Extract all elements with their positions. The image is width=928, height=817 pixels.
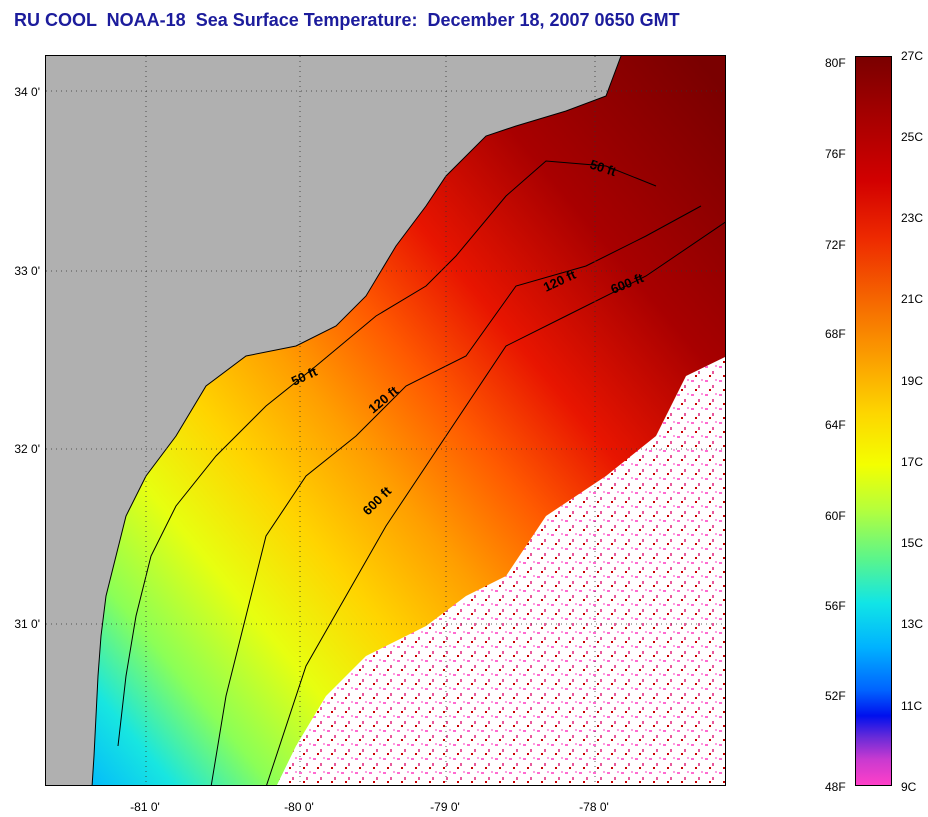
lat-tick-label: 32 0': [14, 442, 40, 456]
colorbar-c-label: 21C: [901, 292, 924, 306]
colorbar-c-label: 19C: [901, 374, 924, 388]
sst-map[interactable]: 50 ft 50 ft 120 ft 120 ft 600 ft 600 ft: [45, 55, 726, 786]
cloud-cover: [276, 356, 725, 785]
map-title: RU COOL NOAA-18 Sea Surface Temperature:…: [14, 10, 680, 30]
lat-tick-label: 31 0': [14, 617, 40, 631]
lat-tick-label: 33 0': [14, 264, 40, 278]
lon-tick-label: -78 0': [579, 800, 609, 814]
colorbar-c-label: 13C: [901, 617, 924, 631]
colorbar-c-label: 9C: [901, 780, 917, 794]
colorbar-c-label: 27C: [901, 49, 924, 63]
colorbar-c-label: 11C: [901, 699, 923, 713]
colorbar-f-label: 52F: [825, 689, 846, 703]
colorbar-f-label: 48F: [825, 780, 846, 794]
temperature-colorbar: [855, 56, 892, 786]
colorbar-f-label: 72F: [825, 238, 846, 252]
lat-tick-label: 34 0': [14, 85, 40, 99]
colorbar-f-label: 76F: [825, 147, 846, 161]
colorbar-f-label: 80F: [825, 56, 846, 70]
colorbar-c-label: 23C: [901, 211, 924, 225]
colorbar-c-label: 25C: [901, 130, 924, 144]
lon-tick-label: -81 0': [130, 800, 160, 814]
colorbar-f-label: 56F: [825, 599, 846, 613]
colorbar-c-label: 17C: [901, 455, 924, 469]
colorbar-f-label: 68F: [825, 327, 846, 341]
coastline: [91, 56, 622, 785]
lon-tick-label: -80 0': [284, 800, 314, 814]
colorbar-c-label: 15C: [901, 536, 924, 550]
graticule-grid: [46, 56, 725, 785]
contour-50ft: [117, 160, 657, 747]
colorbar-f-label: 60F: [825, 509, 846, 523]
land-mass: [46, 56, 621, 785]
contour-120ft: [210, 205, 702, 785]
lon-tick-label: -79 0': [430, 800, 460, 814]
colorbar-f-label: 64F: [825, 418, 846, 432]
